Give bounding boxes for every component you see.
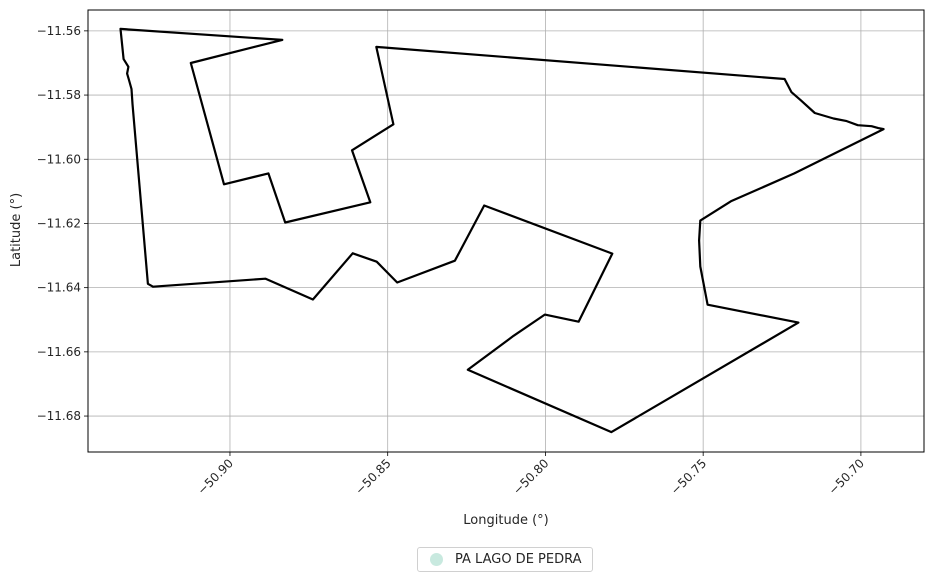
y-tick-label: −11.58 — [37, 88, 81, 102]
y-tick-label: −11.66 — [37, 345, 81, 359]
x-tick-label: −50.90 — [195, 456, 236, 497]
boundary-polygon — [119, 27, 885, 434]
y-tick-label: −11.62 — [37, 216, 81, 230]
y-tick-label: −11.64 — [37, 281, 81, 295]
legend-label-pa-lago-de-pedra: PA LAGO DE PEDRA — [455, 552, 582, 567]
x-tick-label: −50.70 — [826, 456, 867, 497]
x-tick-label: −50.80 — [510, 456, 551, 497]
polygon-layer — [119, 27, 885, 434]
y-axis-ticks: −11.56 −11.58 −11.60 −11.62 −11.64 −11.66 −11.… — [37, 24, 88, 423]
y-tick-label: −11.56 — [37, 24, 81, 38]
grid-lines — [88, 10, 924, 452]
legend-swatch — [430, 553, 443, 566]
y-tick-label: −11.60 — [37, 152, 81, 166]
x-axis-label: Longitude (°) — [463, 513, 548, 528]
x-tick-label: −50.85 — [353, 456, 394, 497]
y-tick-label: −11.68 — [37, 409, 81, 423]
legend: PA LAGO DE PEDRA — [417, 547, 593, 572]
x-tick-label: −50.75 — [668, 456, 709, 497]
y-axis-label: Latitude (°) — [9, 193, 24, 267]
plot-frame — [87, 9, 925, 453]
x-axis-ticks: −50.90 −50.85 −50.80 −50.75 −50.70 — [195, 452, 867, 498]
